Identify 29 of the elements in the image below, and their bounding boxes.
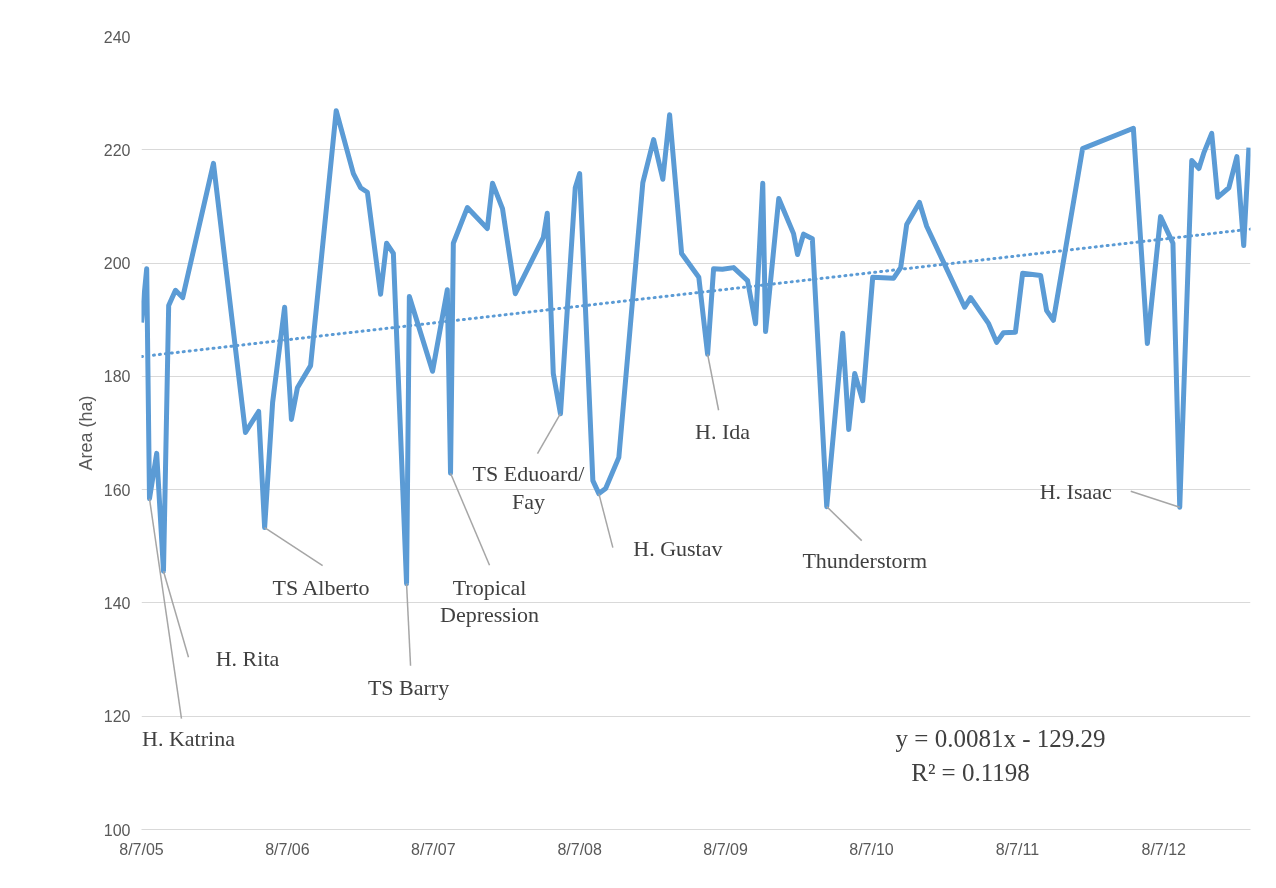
- y-tick-label: 160: [103, 481, 131, 499]
- annotation: H. Ida: [695, 418, 751, 444]
- x-tick-label: 8/7/07: [411, 840, 456, 858]
- y-axis-title: Area (ha): [75, 395, 96, 471]
- annotation: Thunderstorm: [802, 548, 928, 574]
- y-tick-label: 220: [103, 141, 131, 159]
- x-tick-label: 8/7/11: [995, 840, 1040, 858]
- annotation: H. Rita: [215, 645, 280, 671]
- x-tick-label: 8/7/12: [1141, 840, 1187, 858]
- x-tick-label: 8/7/05: [119, 840, 164, 858]
- annotation: TS Barry: [367, 675, 450, 701]
- annotation: H. Gustav: [633, 536, 723, 562]
- annotation: TS Eduoard/ Fay: [472, 461, 586, 514]
- annotation: y = 0.0081x - 129.29: [895, 725, 1106, 752]
- y-tick-label: 120: [103, 708, 131, 726]
- annotation: Tropical Depression: [440, 574, 540, 628]
- annotation: H. Isaac: [1039, 478, 1113, 504]
- annotation: TS Alberto: [272, 575, 370, 601]
- y-tick-label: 100: [103, 821, 131, 839]
- x-tick-label: 8/7/08: [557, 840, 603, 858]
- y-tick-label: 240: [103, 28, 131, 46]
- annotation: H. Katrina: [142, 726, 236, 752]
- y-tick-label: 200: [103, 255, 131, 273]
- y-tick-label: 180: [103, 368, 131, 386]
- annotation: R² = 0.1198: [911, 759, 1030, 786]
- x-tick-label: 8/7/06: [265, 840, 310, 858]
- x-tick-label: 8/7/10: [849, 840, 894, 858]
- y-tick-label: 140: [103, 594, 131, 612]
- x-tick-label: 8/7/09: [703, 840, 748, 858]
